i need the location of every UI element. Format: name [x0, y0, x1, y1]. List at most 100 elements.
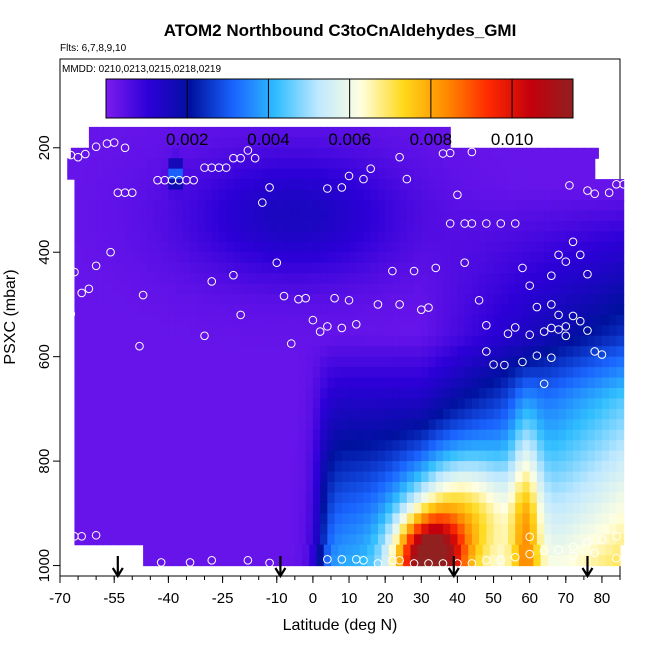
- heatmap-cell: [240, 471, 249, 483]
- observation-point: [207, 277, 217, 286]
- heatmap-cell: [110, 210, 119, 222]
- heatmap-cell: [370, 419, 379, 431]
- heatmap-cell: [435, 200, 444, 212]
- heatmap-cell: [291, 482, 300, 494]
- heatmap-cell: [190, 471, 198, 483]
- heatmap-cell: [70, 147, 79, 159]
- heatmap-cell: [558, 398, 567, 410]
- heatmap-cell: [240, 137, 249, 149]
- observation-point: [568, 542, 578, 552]
- y-tick-label: 400: [36, 240, 53, 265]
- heatmap-cell: [146, 367, 155, 379]
- heatmap-cell: [341, 523, 350, 535]
- heatmap-cell: [135, 147, 144, 159]
- heatmap-cell: [428, 200, 437, 212]
- heatmap-cell: [161, 367, 169, 379]
- heatmap-cell: [240, 220, 249, 232]
- colorbar-tick-label: 0.004: [247, 130, 290, 149]
- heatmap-cell: [132, 367, 141, 379]
- heatmap-cell: [103, 367, 112, 379]
- heatmap-cell: [117, 450, 126, 462]
- heatmap-cell: [529, 294, 538, 306]
- heatmap-cell: [229, 147, 238, 159]
- heatmap-cell: [168, 231, 177, 243]
- heatmap-cell: [341, 492, 350, 504]
- heatmap-cell: [132, 283, 141, 295]
- heatmap-cell: [594, 314, 603, 326]
- heatmap-cell: [349, 168, 357, 180]
- heatmap-cell: [551, 241, 560, 253]
- heatmap-cell: [450, 325, 459, 337]
- heatmap-cell: [392, 367, 401, 379]
- heatmap-cell: [240, 325, 249, 337]
- heatmap-cell: [508, 168, 516, 180]
- y-tick-label: 600: [36, 344, 53, 369]
- heatmap-cell: [406, 346, 415, 358]
- heatmap-cell: [392, 513, 401, 525]
- heatmap-cell: [305, 283, 314, 295]
- heatmap-cell: [103, 158, 112, 170]
- heatmap-cell: [558, 419, 567, 431]
- heatmap-cell: [558, 158, 567, 170]
- heatmap-cell: [406, 523, 415, 535]
- heatmap-cell: [182, 262, 191, 274]
- heatmap-cell: [414, 262, 422, 274]
- heatmap-cell: [385, 440, 393, 452]
- heatmap-cell: [529, 210, 538, 222]
- heatmap-cell: [392, 440, 401, 452]
- heatmap-cell: [284, 137, 292, 149]
- heatmap-cell: [457, 408, 466, 420]
- heatmap-cell: [320, 179, 328, 191]
- heatmap-cell: [110, 262, 119, 274]
- heatmap-cell: [442, 189, 451, 201]
- heatmap-cell: [96, 220, 104, 232]
- heatmap-cell: [612, 544, 621, 556]
- heatmap-cell: [175, 408, 184, 420]
- heatmap-cell: [327, 158, 336, 170]
- heatmap-cell: [450, 461, 459, 473]
- heatmap-cell: [558, 304, 567, 316]
- heatmap-cell: [247, 482, 256, 494]
- heatmap-cell: [233, 492, 242, 504]
- heatmap-cell: [377, 461, 386, 473]
- heatmap-cell: [103, 408, 112, 420]
- heatmap-cell: [573, 356, 581, 368]
- heatmap-cell: [327, 471, 336, 483]
- heatmap-cell: [146, 283, 155, 295]
- heatmap-cell: [370, 179, 379, 191]
- heatmap-cell: [88, 231, 97, 243]
- heatmap-cell: [356, 419, 365, 431]
- heatmap-cell: [428, 304, 437, 316]
- heatmap-cell: [471, 200, 480, 212]
- heatmap-cell: [356, 189, 365, 201]
- heatmap-cell: [125, 440, 133, 452]
- heatmap-cell: [363, 377, 372, 389]
- heatmap-cell: [150, 544, 159, 556]
- heatmap-cell: [161, 471, 169, 483]
- heatmap-cell: [522, 440, 531, 452]
- heatmap-cell: [211, 534, 220, 546]
- heatmap-cell: [497, 544, 505, 556]
- heatmap-cell: [204, 408, 213, 420]
- heatmap-cell: [284, 158, 292, 170]
- heatmap-cell: [182, 513, 191, 525]
- heatmap-cell: [573, 461, 581, 473]
- heatmap-cell: [81, 273, 90, 285]
- heatmap-cell: [609, 294, 617, 306]
- heatmap-cell: [74, 179, 83, 191]
- heatmap-cell: [110, 398, 119, 410]
- heatmap-cell: [435, 502, 444, 514]
- heatmap-cell: [609, 523, 617, 535]
- heatmap-cell: [565, 482, 574, 494]
- heatmap-cell: [479, 283, 487, 295]
- heatmap-cell: [291, 356, 300, 368]
- heatmap-cell: [117, 482, 126, 494]
- heatmap-cell: [536, 158, 545, 170]
- heatmap-cell: [392, 492, 401, 504]
- heatmap-cell: [558, 189, 567, 201]
- heatmap-cell: [168, 450, 177, 462]
- heatmap-cell: [218, 158, 227, 170]
- heatmap-cell: [204, 471, 213, 483]
- heatmap-cell: [327, 200, 336, 212]
- heatmap-cell: [103, 513, 112, 525]
